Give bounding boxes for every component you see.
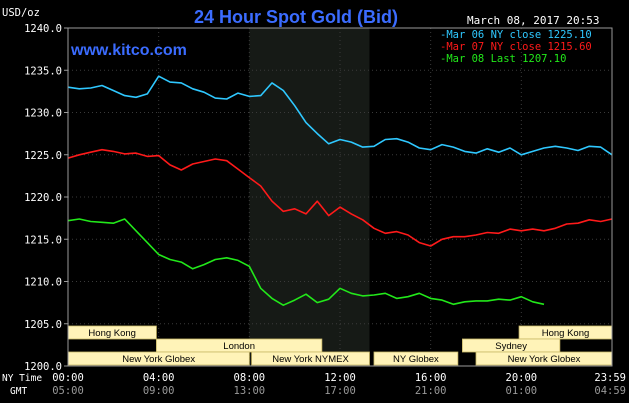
x-tick-label-ny: 16:00 xyxy=(415,372,447,384)
session-label: Hong Kong xyxy=(542,328,590,339)
legend-entry: -Mar 06 NY close 1225.10 xyxy=(440,29,592,41)
timestamp: March 08, 2017 20:53 xyxy=(467,14,599,27)
y-tick-label: 1210.0 xyxy=(24,277,62,289)
y-tick-label: 1225.0 xyxy=(24,150,62,162)
series-line xyxy=(67,148,613,247)
session-label: Hong Kong xyxy=(88,328,136,339)
x-tick-label-ny: 12:00 xyxy=(324,372,356,384)
legend: -Mar 06 NY close 1225.10-Mar 07 NY close… xyxy=(440,29,592,65)
legend-entry: -Mar 08 Last 1207.10 xyxy=(440,53,566,65)
legend-entry: -Mar 07 NY close 1215.60 xyxy=(440,41,592,53)
series-line xyxy=(67,218,545,307)
x-tick-label-gmt: 05:00 xyxy=(52,385,84,397)
x-tick-label-gmt: 04:59 xyxy=(594,385,626,397)
website-label: www.kitco.com xyxy=(70,42,187,59)
x-tick-label-ny: 08:00 xyxy=(234,372,266,384)
session-label: New York Globex xyxy=(122,354,195,365)
y-tick-label: 1215.0 xyxy=(24,234,62,246)
chart-title: 24 Hour Spot Gold (Bid) xyxy=(194,7,398,27)
x-tick-label-ny: 20:00 xyxy=(506,372,538,384)
session-bar xyxy=(373,351,459,366)
x-tick-label-gmt: 01:00 xyxy=(506,385,538,397)
x-tick-label-gmt: 21:00 xyxy=(415,385,447,397)
y-tick-label: 1205.0 xyxy=(24,319,62,331)
x-row-label-ny: NY Time xyxy=(2,373,42,384)
grid-lines-front xyxy=(67,27,613,367)
x-tick-label-ny: 00:00 xyxy=(52,372,84,384)
session-label: New York NYMEX xyxy=(272,354,349,365)
x-row-label-gmt: GMT xyxy=(10,386,27,397)
y-tick-label: 1235.0 xyxy=(24,65,62,77)
y-tick-label: 1220.0 xyxy=(24,192,62,204)
x-tick-label-gmt: 17:00 xyxy=(324,385,356,397)
x-tick-label-gmt: 13:00 xyxy=(234,385,266,397)
x-tick-label-ny: 04:00 xyxy=(143,372,175,384)
y-tick-label: 1230.0 xyxy=(24,108,62,120)
x-tick-label-gmt: 09:00 xyxy=(143,385,175,397)
x-tick-label-ny: 23:59 xyxy=(594,372,626,384)
price-series xyxy=(67,75,613,307)
nymex-shaded-region xyxy=(249,28,370,366)
y-axis-ticks: 1240.0 1235.0 1230.0 1225.0 1220.0 1215.0 1210… xyxy=(24,23,68,373)
session-label: New York Globex xyxy=(508,354,581,365)
y-tick-label: 1240.0 xyxy=(24,23,62,35)
session-label: Sydney xyxy=(495,341,527,352)
trading-sessions: Hong Kong London New York Globex New York N… xyxy=(67,325,613,366)
session-bar xyxy=(251,351,370,366)
unit-label: USD/oz xyxy=(2,7,40,19)
session-label: NY Globex xyxy=(393,354,439,365)
series-line xyxy=(67,75,613,156)
y-tick-label: 1200.0 xyxy=(24,361,62,373)
session-label: London xyxy=(223,341,255,352)
